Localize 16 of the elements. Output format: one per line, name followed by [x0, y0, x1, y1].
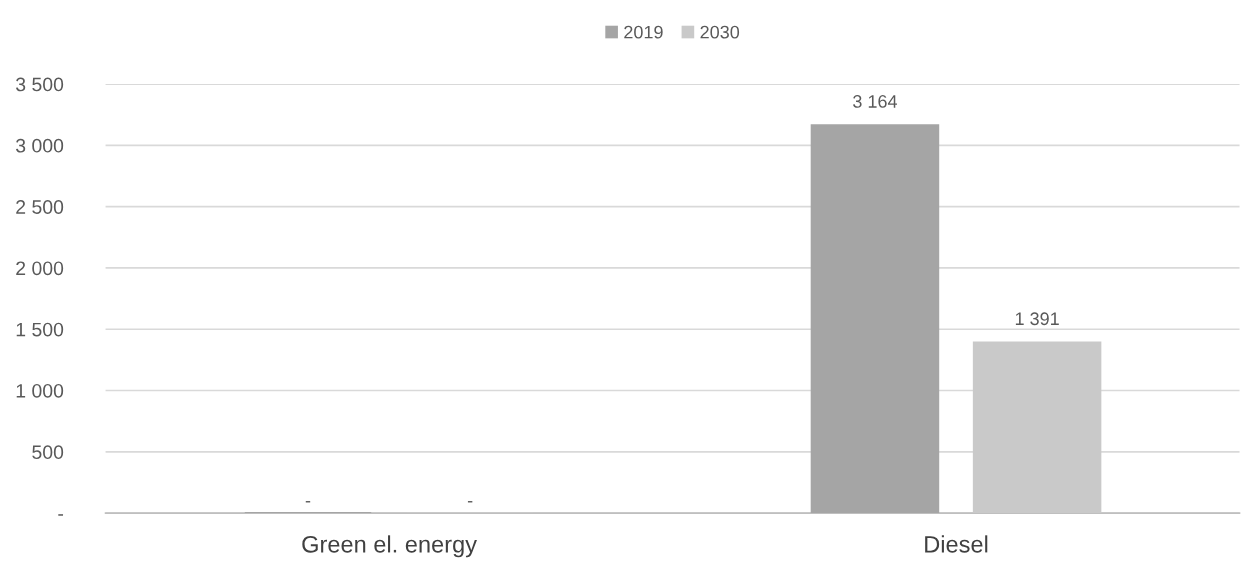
- legend-label: 2019: [624, 25, 663, 39]
- data-label: -: [467, 501, 473, 503]
- y-tick-label: 1 000: [16, 383, 64, 398]
- y-tick-label: 3 500: [15, 77, 64, 92]
- y-tick-label: 500: [32, 445, 64, 460]
- y-tick-label: 2 500: [16, 200, 64, 214]
- y-tick-label: 3 000: [15, 138, 64, 153]
- data-label: 1 391: [1015, 312, 1059, 326]
- y-tick-label: 2 000: [16, 261, 64, 276]
- legend-label: 2030: [700, 25, 740, 39]
- y-tick-label: 1 500: [16, 322, 64, 337]
- data-label: 3 164: [853, 95, 898, 108]
- data-label: -: [305, 501, 311, 503]
- x-tick-label: Green el. energy: [302, 535, 477, 558]
- x-tick-label: Diesel: [925, 535, 988, 553]
- y-tick-label: -: [58, 514, 64, 516]
